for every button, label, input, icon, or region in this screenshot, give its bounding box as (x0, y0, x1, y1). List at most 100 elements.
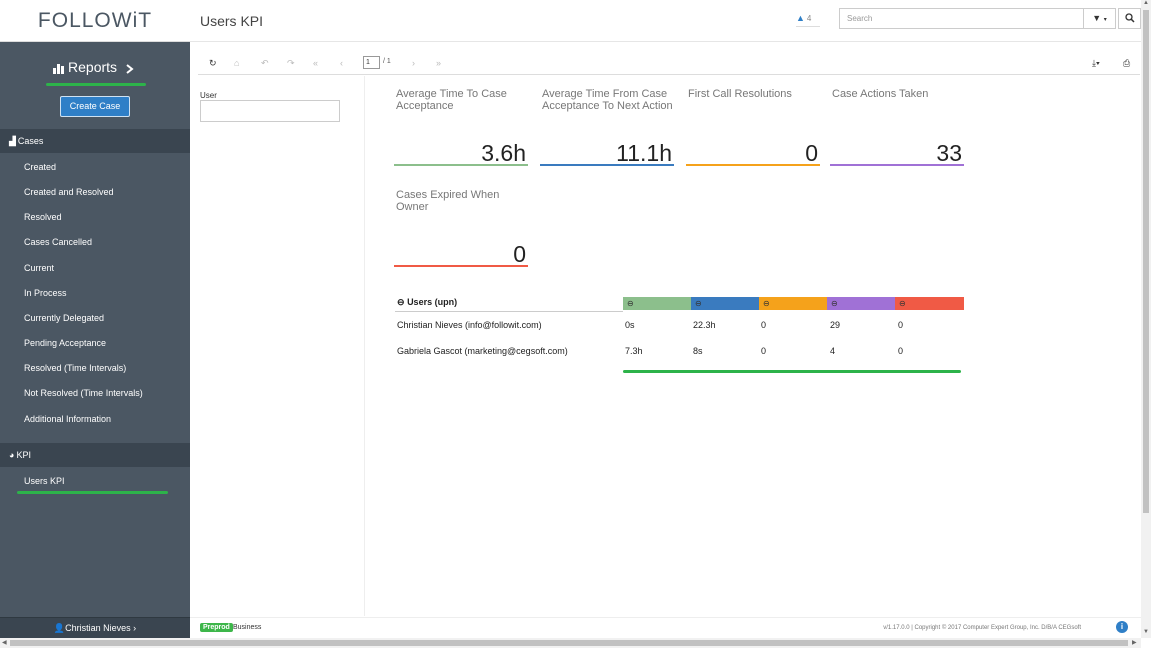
collapse-icon[interactable]: ⊖ (397, 297, 405, 307)
user-menu[interactable]: 👤Christian Nieves › (0, 617, 190, 638)
kpi-color-bar (394, 265, 528, 267)
vertical-scrollbar[interactable]: ▲ ▼ (1141, 0, 1151, 638)
sidebar-item-created[interactable]: Created (24, 162, 57, 172)
last-page-icon[interactable]: » (436, 58, 442, 68)
sidebar-item-current[interactable]: Current (24, 263, 55, 273)
sidebar-item-resolved[interactable]: Resolved (24, 212, 62, 222)
column-header[interactable]: ⊖ (691, 297, 759, 310)
sidebar-item-additional-information[interactable]: Additional Information (24, 414, 112, 424)
collapse-icon[interactable]: ⊖ (831, 299, 838, 308)
column-header[interactable]: ⊖ (827, 297, 895, 310)
sidebar-item-pending-acceptance[interactable]: Pending Acceptance (24, 338, 107, 348)
kpi-tile: First Call Resolutions 0 (686, 88, 820, 168)
scroll-left-icon[interactable]: ◀ (2, 640, 7, 646)
cases-section-label: Cases (17, 136, 44, 146)
search-filter-dropdown[interactable]: ▼ ▾ (1083, 8, 1116, 29)
copyright-text: v/1.17.0.0 | Copyright © 2017 Computer E… (883, 625, 1081, 631)
panel-divider (364, 76, 365, 616)
table-cell: 0 (761, 346, 767, 356)
collapse-icon[interactable]: ⊖ (695, 299, 702, 308)
table-row-user: Gabriela Gascot (marketing@cegsoft.com) (397, 346, 568, 356)
next-page-icon[interactable]: › (412, 58, 415, 68)
kpi-tile: Case Actions Taken 33 (830, 88, 964, 168)
notifications-button[interactable]: ▲ 4 (796, 13, 820, 27)
sidebar: FOLLOWiT Reports Create Case ▟ Cases Crea… (0, 0, 190, 638)
environment-name: Business (233, 624, 262, 631)
sidebar-item-currently-delegated[interactable]: Currently Delegated (24, 313, 105, 323)
first-page-icon[interactable]: « (313, 58, 319, 68)
page-number-input[interactable]: 1 (363, 56, 380, 69)
users-group-header[interactable]: ⊖ Users (upn) (397, 297, 457, 308)
back-icon[interactable]: ↶ (261, 58, 269, 68)
download-icon[interactable]: ⤓▾ (1092, 58, 1100, 68)
forward-icon[interactable]: ↷ (287, 58, 295, 68)
collapse-icon[interactable]: ⊖ (763, 299, 770, 308)
refresh-icon[interactable]: ↻ (209, 58, 217, 68)
sidebar-item-resolved-time-intervals[interactable]: Resolved (Time Intervals) (24, 363, 127, 373)
table-cell: 4 (830, 346, 836, 356)
sidebar-item-users-kpi[interactable]: Users KPI (24, 476, 65, 486)
column-header[interactable]: ⊖ (623, 297, 691, 310)
cases-section-header[interactable]: ▟ Cases (0, 129, 190, 153)
scroll-up-icon[interactable]: ▲ (1143, 0, 1149, 6)
caret-down-icon: ▾ (1103, 17, 1107, 23)
search-input[interactable]: Search (839, 8, 1084, 29)
reports-label: Reports (68, 59, 118, 75)
vertical-scroll-thumb[interactable] (1143, 10, 1149, 513)
kpi-tile: Average Time From Case Acceptance To Nex… (540, 88, 674, 168)
print-icon[interactable]: ⎙ (1123, 58, 1131, 68)
kpi-label: Cases Expired When Owner (396, 189, 500, 213)
kpi-section-label: KPI (16, 450, 31, 460)
table-cell: 8s (693, 346, 703, 356)
page-title: Users KPI (200, 13, 264, 29)
page-total: / 1 (383, 58, 391, 65)
sidebar-item-not-resolved-time-intervals[interactable]: Not Resolved (Time Intervals) (24, 388, 143, 398)
reports-active-indicator (46, 83, 146, 86)
user-icon: 👤 (53, 623, 66, 633)
kpi-value: 11.1h (616, 140, 672, 166)
grid-header-divider (395, 311, 623, 312)
kpi-value: 0 (805, 140, 818, 166)
table-cell: 0 (898, 346, 904, 356)
kpi-label: First Call Resolutions (688, 88, 792, 100)
kpi-color-bar (394, 164, 528, 166)
home-icon[interactable]: ⌂ (234, 58, 240, 68)
users-group-label: Users (upn) (407, 297, 458, 307)
scroll-right-icon[interactable]: ▶ (1132, 640, 1137, 646)
previous-page-icon[interactable]: ‹ (340, 58, 343, 68)
kpi-value: 33 (936, 140, 962, 166)
column-header[interactable]: ⊖ (759, 297, 827, 310)
user-filter-input[interactable] (200, 100, 340, 122)
kpi-value: 0 (513, 241, 526, 267)
info-icon[interactable]: i (1116, 621, 1128, 633)
kpi-label: Average Time From Case Acceptance To Nex… (542, 88, 673, 112)
sidebar-item-created-and-resolved[interactable]: Created and Resolved (24, 187, 114, 197)
horizontal-scrollbar[interactable]: ◀ ▶ (0, 638, 1141, 648)
collapse-icon[interactable]: ⊖ (627, 299, 634, 308)
reports-menu-toggle[interactable]: Reports (0, 59, 190, 75)
search-icon (1124, 13, 1135, 23)
column-header[interactable]: ⊖ (895, 297, 964, 310)
notifications-count: 4 (806, 14, 812, 23)
kpi-color-bar (686, 164, 820, 166)
top-bar: Users KPI ▲ 4 Search ▼ ▾ (190, 0, 1141, 42)
sidebar-item-in-process[interactable]: In Process (24, 288, 67, 298)
collapse-icon[interactable]: ⊖ (899, 299, 906, 308)
kpi-label: Case Actions Taken (832, 88, 929, 100)
user-filter-label: User (200, 91, 217, 100)
kpi-section-header[interactable]: ◕ KPI (0, 443, 190, 467)
grid-bottom-indicator (623, 370, 961, 373)
kpi-label: Average Time To Case Acceptance (396, 88, 507, 112)
create-case-button[interactable]: Create Case (60, 96, 130, 117)
table-row-user: Christian Nieves (info@followit.com) (397, 320, 542, 330)
app-logo[interactable]: FOLLOWiT (37, 8, 153, 32)
horizontal-scroll-thumb[interactable] (10, 640, 1128, 646)
scroll-down-icon[interactable]: ▼ (1143, 629, 1149, 635)
sidebar-item-cases-cancelled[interactable]: Cases Cancelled (24, 237, 93, 247)
table-cell: 22.3h (693, 320, 716, 330)
kpi-tile: Cases Expired When Owner 0 (394, 189, 528, 269)
chevron-right-icon: › (130, 623, 137, 633)
bar-chart-icon: ▟ (9, 136, 16, 146)
search-button[interactable] (1118, 8, 1141, 29)
kpi-tile: Average Time To Case Acceptance 3.6h (394, 88, 528, 168)
